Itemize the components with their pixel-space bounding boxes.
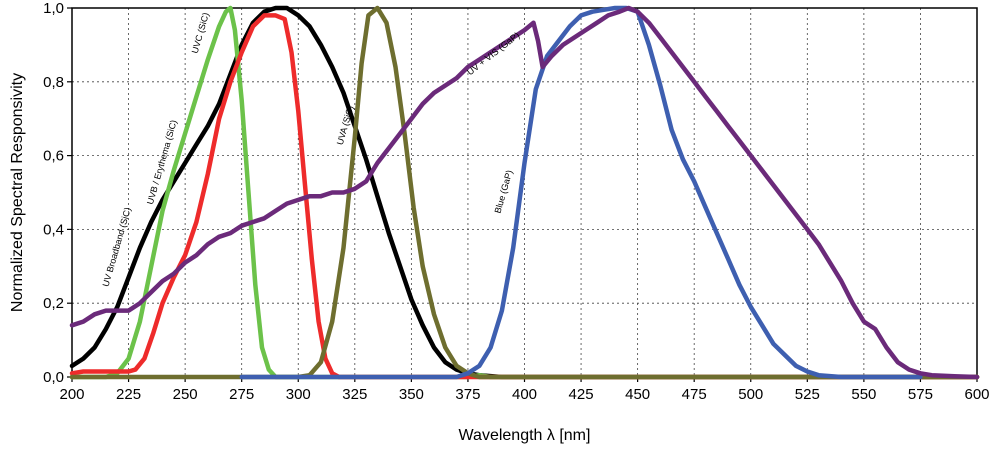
- y-tick-label: 0,8: [43, 74, 64, 91]
- y-axis-title: Normalized Spectral Responsivity: [9, 73, 26, 312]
- series-label-uvc-sic: UVC (SiC): [190, 11, 211, 54]
- y-tick-label: 1,0: [43, 0, 64, 17]
- series-line-uva-sic: [69, 5, 980, 380]
- series-lines: [69, 5, 980, 380]
- x-tick-label: 525: [795, 386, 820, 403]
- x-tick-label: 250: [173, 386, 198, 403]
- axis-ticks: 200 225 250 275 300 325 350 375 400 425 450 475 500 5…: [43, 0, 989, 403]
- series-line-uvb-erythema-sic: [69, 13, 980, 380]
- series-label-uvb-erythema-sic: UVB / Erythema (SiC): [145, 119, 179, 206]
- x-tick-label: 375: [455, 386, 480, 403]
- x-tick-label: 475: [682, 386, 707, 403]
- y-tick-label: 0,2: [43, 295, 64, 312]
- series-label-blue-gap: Blue (GaP): [493, 169, 515, 215]
- x-tick-label: 400: [512, 386, 537, 403]
- y-tick-label: 0,4: [43, 221, 64, 238]
- x-tick-label: 500: [738, 386, 763, 403]
- x-tick-label: 425: [569, 386, 594, 403]
- series-line-uv-broadband-sic: [69, 5, 980, 380]
- x-tick-label: 225: [116, 386, 141, 403]
- x-tick-label: 325: [342, 386, 367, 403]
- series-label-uv-vis-gap: UV + VIS (GaP): [465, 30, 521, 77]
- x-tick-label: 550: [851, 386, 876, 403]
- y-tick-label: 0,6: [43, 148, 64, 165]
- x-tick-label: 575: [908, 386, 933, 403]
- x-tick-label: 350: [399, 386, 424, 403]
- x-axis-title: Wavelength λ [nm]: [459, 427, 591, 444]
- x-tick-label: 200: [59, 386, 84, 403]
- x-tick-label: 275: [229, 386, 254, 403]
- series-line-blue-gap: [239, 5, 923, 380]
- x-tick-label: 450: [625, 386, 650, 403]
- y-tick-label: 0,0: [43, 369, 64, 386]
- series-line-uv-vis-gap: [69, 5, 980, 380]
- x-tick-label: 300: [286, 386, 311, 403]
- x-tick-label: 600: [964, 386, 989, 403]
